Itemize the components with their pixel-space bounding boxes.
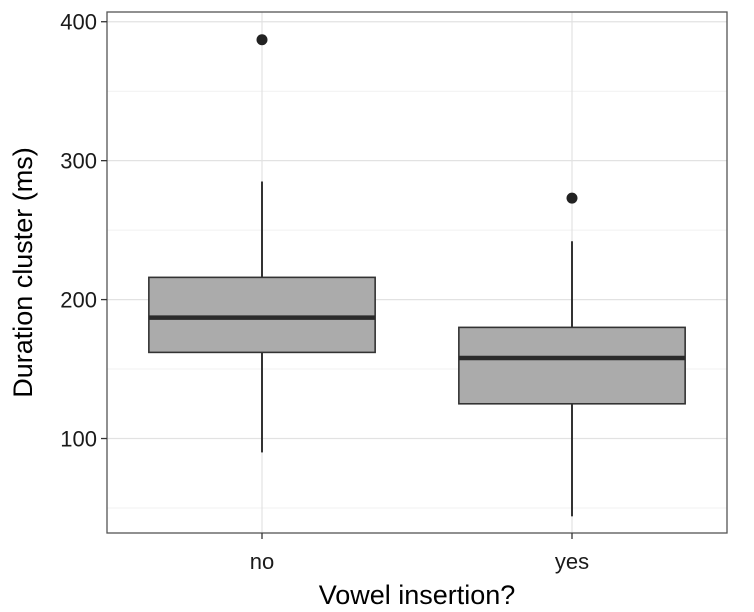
axis-layer: 100 200 300 400 no yes xyxy=(60,10,589,574)
outlier-point xyxy=(256,34,268,46)
y-tick-label: 200 xyxy=(60,288,97,313)
x-axis-title: Vowel insertion? xyxy=(319,580,516,610)
x-tick-label: yes xyxy=(555,549,589,574)
box-layer xyxy=(148,34,686,517)
box-yes xyxy=(458,192,686,517)
outlier-point xyxy=(566,192,578,204)
box-iqr xyxy=(148,276,376,354)
y-tick-label: 300 xyxy=(60,149,97,174)
y-tick-label: 400 xyxy=(60,10,97,35)
grid-lines xyxy=(107,12,727,533)
x-tick-label: no xyxy=(250,549,274,574)
box-iqr xyxy=(458,326,686,405)
box-no xyxy=(148,34,376,453)
y-axis-title: Duration cluster (ms) xyxy=(8,147,38,398)
plot-panel xyxy=(106,11,728,534)
y-tick-label: 100 xyxy=(60,427,97,452)
